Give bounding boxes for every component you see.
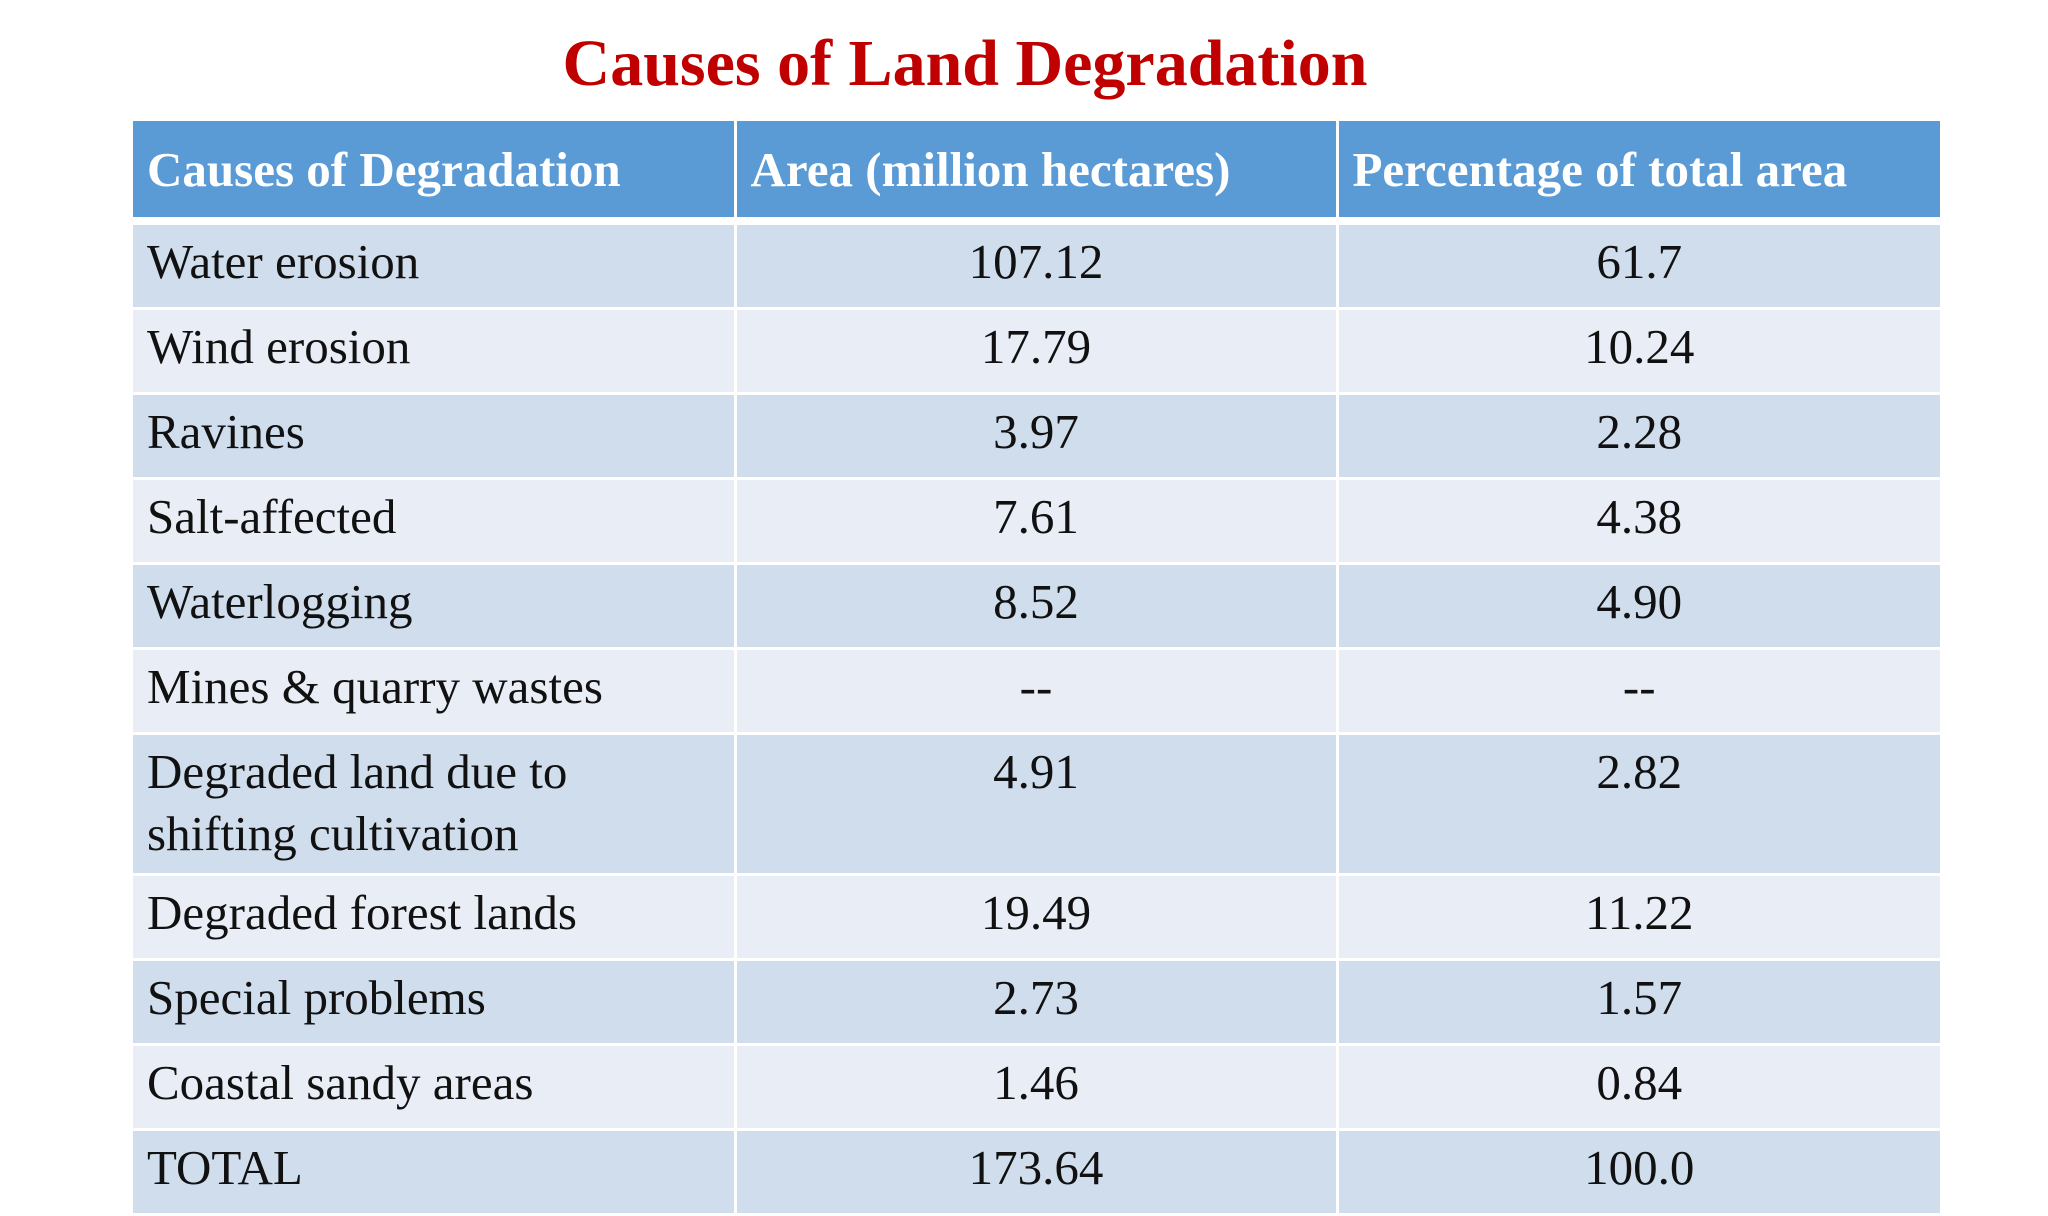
percent-cell: 4.90 <box>1335 562 1940 650</box>
cause-cell: Coastal sandy areas <box>133 1043 737 1131</box>
percent-cell: 11.22 <box>1335 873 1940 961</box>
cause-cell: Special problems <box>133 958 737 1046</box>
percent-cell: 10.24 <box>1335 307 1940 395</box>
table-row: Waterlogging 8.52 4.90 <box>133 562 1940 650</box>
degradation-table: Causes of Degradation Area (million hect… <box>133 121 1940 1216</box>
percent-cell: 4.38 <box>1335 477 1940 565</box>
table-body: Water erosion 107.12 61.7 Wind erosion 1… <box>133 219 1940 1216</box>
table-row: Ravines 3.97 2.28 <box>133 392 1940 480</box>
percent-cell: -- <box>1335 647 1940 735</box>
area-cell: 2.73 <box>733 958 1339 1046</box>
column-header-cause: Causes of Degradation <box>133 121 737 225</box>
cause-cell: Ravines <box>133 392 737 480</box>
area-cell: 17.79 <box>733 307 1339 395</box>
column-header-percentage: Percentage of total area <box>1335 121 1940 225</box>
column-header-area: Area (million hectares) <box>733 121 1339 225</box>
table-row: Coastal sandy areas 1.46 0.84 <box>133 1043 1940 1131</box>
area-cell: 8.52 <box>733 562 1339 650</box>
total-percent-cell: 100.0 <box>1335 1128 1940 1216</box>
percent-cell: 2.82 <box>1335 732 1940 876</box>
percent-cell: 61.7 <box>1335 219 1940 310</box>
area-cell: 3.97 <box>733 392 1339 480</box>
table-header: Causes of Degradation Area (million hect… <box>133 121 1940 225</box>
area-cell: 107.12 <box>733 219 1339 310</box>
total-row: TOTAL 173.64 100.0 <box>133 1128 1940 1216</box>
table-row: Special problems 2.73 1.57 <box>133 958 1940 1046</box>
table-row: Wind erosion 17.79 10.24 <box>133 307 1940 395</box>
table-row: Water erosion 107.12 61.7 <box>133 219 1940 310</box>
table-row: Salt-affected 7.61 4.38 <box>133 477 1940 565</box>
area-cell: -- <box>733 647 1339 735</box>
cause-cell: Salt-affected <box>133 477 737 565</box>
degradation-table-container: Causes of Degradation Area (million hect… <box>133 121 1940 1216</box>
cause-cell: Water erosion <box>133 219 737 310</box>
percent-cell: 2.28 <box>1335 392 1940 480</box>
slide-title: Causes of Land Degradation <box>562 27 1368 100</box>
table-row: Degraded forest lands 19.49 11.22 <box>133 873 1940 961</box>
table-row: Degraded land due to shifting cultivatio… <box>133 732 1940 876</box>
percent-cell: 1.57 <box>1335 958 1940 1046</box>
cause-cell: Wind erosion <box>133 307 737 395</box>
percent-cell: 0.84 <box>1335 1043 1940 1131</box>
area-cell: 1.46 <box>733 1043 1339 1131</box>
table-row: Mines & quarry wastes -- -- <box>133 647 1940 735</box>
cause-cell: Degraded forest lands <box>133 873 737 961</box>
area-cell: 7.61 <box>733 477 1339 565</box>
area-cell: 4.91 <box>733 732 1339 876</box>
cause-cell: Mines & quarry wastes <box>133 647 737 735</box>
total-label-cell: TOTAL <box>133 1128 737 1216</box>
area-cell: 19.49 <box>733 873 1339 961</box>
cause-cell: Waterlogging <box>133 562 737 650</box>
cause-cell: Degraded land due to shifting cultivatio… <box>133 732 737 876</box>
header-row: Causes of Degradation Area (million hect… <box>133 121 1940 225</box>
total-area-cell: 173.64 <box>733 1128 1339 1216</box>
